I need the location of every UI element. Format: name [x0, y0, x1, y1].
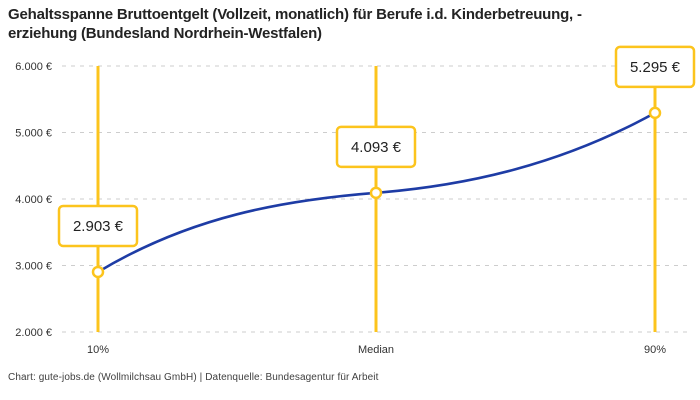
chart-caption: Chart: gute-jobs.de (Wollmilchsau GmbH) … [8, 372, 379, 383]
data-point-label: 5.295 € [630, 59, 681, 76]
data-point-label: 2.903 € [73, 218, 124, 235]
x-axis-tick-label: Median [358, 344, 394, 356]
y-axis-tick-label: 2.000 € [15, 327, 52, 339]
data-point-label-box [335, 125, 417, 169]
data-point-label: 4.093 € [351, 139, 402, 156]
y-axis-tick-label: 3.000 € [15, 261, 52, 273]
x-axis-tick-label: 90% [644, 344, 666, 356]
data-point-marker [648, 106, 662, 120]
x-axis-tick-label: 10% [87, 344, 109, 356]
chart-title: Gehaltsspanne Bruttoentgelt (Vollzeit, m… [8, 6, 582, 42]
data-point-marker [91, 265, 105, 279]
data-point-label-box [614, 45, 696, 89]
data-point-label-box [57, 204, 139, 248]
y-axis-tick-label: 4.000 € [15, 194, 52, 206]
data-point-marker [369, 186, 383, 200]
y-axis-tick-label: 6.000 € [15, 61, 52, 73]
y-axis-tick-label: 5.000 € [15, 128, 52, 140]
